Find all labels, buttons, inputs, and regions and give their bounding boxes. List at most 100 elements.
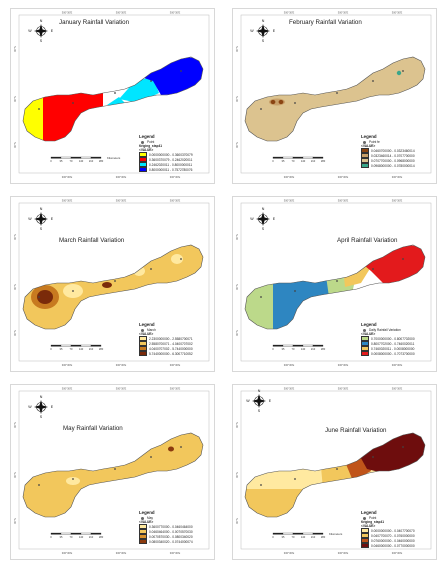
tick-label-left: 00°N: [13, 142, 17, 148]
legend-swatch: [361, 153, 369, 159]
map-legend: Legend Point fe <VALUE> 0.0460700000 - 0.03…: [361, 134, 415, 169]
legend-class-entry: 0.0460464000 - 0.0070570030: [139, 529, 193, 535]
tick-label-bottom: 300°30'E: [116, 363, 127, 367]
tick-label-top: 300°30'E: [116, 199, 127, 203]
station-point: [72, 290, 74, 292]
scale-number: 35: [282, 535, 285, 539]
scale-number: 140: [79, 159, 84, 163]
station-point: [294, 478, 296, 480]
zone-class-1: [278, 99, 284, 105]
scale-number: 0: [272, 535, 274, 539]
tick-label-top: 300°30'E: [284, 387, 295, 391]
legend-class-range: 0.0460464000 - 0.0070570030: [149, 529, 193, 534]
north-arrow-icon: N S W E: [250, 207, 276, 231]
basin-boundary: [22, 56, 204, 142]
legend-class-range: 0.0000000000 - 0.3600370079: [149, 152, 193, 157]
scale-number: 210: [311, 347, 316, 351]
tick-label-top: 300°30'E: [62, 387, 73, 391]
north-arrow-icon: N S W E: [246, 389, 272, 413]
legend-swatch: [139, 351, 147, 357]
legend-swatch: [139, 346, 147, 352]
tick-label-bottom: 300°30'E: [284, 551, 295, 555]
legend-class-entry: 0.0070570030 - 0.0800340020: [139, 534, 193, 540]
scale-number: 35: [60, 159, 63, 163]
tick-label-top: 300°30'E: [338, 199, 349, 203]
station-point: [402, 446, 404, 448]
north-arrow-e-label: E: [51, 405, 54, 409]
scale-number: 70: [292, 535, 295, 539]
station-point: [180, 258, 182, 260]
tick-label-left: 00°N: [13, 518, 17, 524]
legend-swatch: [139, 152, 147, 158]
station-point: [372, 456, 374, 458]
legend-class-entry: 0.0008000000 - 0.7073700000: [361, 351, 415, 357]
zone-class-1: [133, 266, 145, 276]
tick-label-bottom: 300°30'E: [284, 175, 295, 179]
legend-class-entry: 0.3600370079 - 0.2462020011: [139, 157, 193, 163]
april-map: N S W E 0 35 70 140 210 280 300°30'E 300°30'E 300°30…: [235, 199, 432, 367]
scale-number: 70: [292, 347, 295, 351]
legend-class-entry: 2.2300000000 - 2.5580700071: [139, 336, 193, 342]
tick-label-top: 300°30'E: [62, 11, 73, 15]
legend-swatch: [361, 336, 369, 342]
legend-class-range: 0.7460020011 - 0.0008000000: [371, 346, 415, 351]
point-symbol-icon: [141, 140, 144, 144]
legend-heading: Legend: [361, 510, 377, 515]
scale-number: 0: [50, 347, 52, 351]
tick-label-top: 300°30'E: [392, 11, 403, 15]
map-title: March Rainfall Variation: [59, 237, 125, 244]
scale-number: 280: [99, 159, 104, 163]
scale-number: 70: [70, 535, 73, 539]
zone-class-4: [102, 282, 112, 288]
station-point: [38, 108, 40, 110]
legend-value-label: <VALUE>: [361, 332, 376, 337]
tick-label-left: 00°N: [235, 234, 239, 240]
north-arrow-n-label: N: [40, 395, 43, 399]
north-arrow-w-label: W: [28, 29, 32, 33]
legend-class-entry: 0.0460000000 - 0.0770000000: [361, 543, 415, 549]
legend-class-entry: 0.0323460014 - 0.0707700000: [361, 153, 415, 159]
march-map: N S W E 0 35 70 140 210 280 300°30'E 300°30'E 300°30…: [13, 199, 210, 367]
legend-class-range: 0.0968000000 - 0.0780000014: [371, 163, 415, 168]
legend-class-entry: 0.0968000000 - 0.0780000014: [361, 163, 415, 169]
north-arrow-icon: N S W E: [28, 19, 54, 43]
tick-label-top: 300°30'E: [116, 11, 127, 15]
legend-point-label: Daily Rainfall Variation: [369, 328, 401, 333]
station-point: [372, 80, 374, 82]
point-symbol-icon: [141, 516, 144, 520]
tick-label-bottom: 300°30'E: [62, 363, 73, 367]
map-legend: Legend Daily Rainfall Variation <VALUE> 0.7…: [361, 322, 415, 357]
legend-class-range: 0.0008000000 - 0.7073700000: [371, 351, 415, 356]
scale-number: 140: [301, 535, 306, 539]
station-point: [336, 280, 338, 282]
legend-class-entry: 0.0407700070 - 0.0760000000: [361, 533, 415, 539]
scale-bar: 0 35 70 140 210 280: [50, 344, 104, 351]
scale-number: 280: [321, 347, 326, 351]
tick-label-top: 300°30'E: [62, 199, 73, 203]
scale-number: 0: [50, 159, 52, 163]
legend-swatch: [139, 529, 147, 535]
legend-class-entry: 5.7440000000 - 6.3007710052: [139, 351, 193, 357]
map-panel-april: N S W E 0 35 70 140 210 280 300°30'E 300°30'E 300°30…: [232, 196, 437, 372]
station-point: [72, 478, 74, 480]
tick-label-bottom: 300°30'E: [170, 175, 181, 179]
legend-heading: Legend: [361, 322, 377, 327]
legend-class-entry: 0.7000000000 - 0.8007702000: [361, 336, 415, 342]
station-point: [336, 92, 338, 94]
north-arrow-w-label: W: [28, 217, 32, 221]
legend-swatch: [361, 163, 369, 169]
legend-point-label: May: [147, 516, 154, 521]
scale-number: 140: [79, 347, 84, 351]
scale-number: 70: [292, 159, 295, 163]
scale-number: 210: [311, 535, 316, 539]
north-arrow-n-label: N: [258, 389, 261, 393]
legend-swatch: [361, 351, 369, 357]
legend-class-range: 2.2300000000 - 2.5580700071: [149, 336, 193, 341]
station-point: [180, 70, 182, 72]
map-panel-january: N S W E 0 35 70 140 210 280 Kilometers 300°30'E 300°…: [10, 8, 215, 184]
legend-point-entry: Daily Rainfall Variation: [361, 328, 415, 332]
legend-swatch: [361, 533, 369, 539]
north-arrow-icon: N S W E: [28, 395, 54, 419]
legend-swatch: [361, 543, 369, 549]
